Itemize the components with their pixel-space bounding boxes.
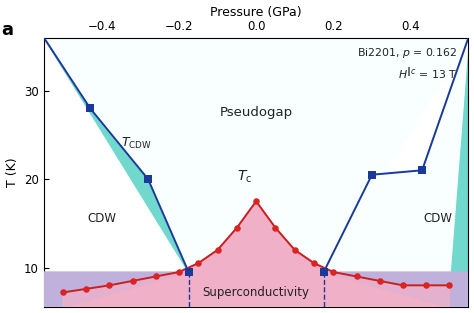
Text: $T_{\rm c}$: $T_{\rm c}$ [237,169,252,185]
Polygon shape [44,38,189,307]
Polygon shape [44,272,189,307]
Text: CDW: CDW [87,213,116,225]
Point [376,278,383,283]
Polygon shape [63,201,449,307]
Point [59,290,67,295]
Point [175,269,183,275]
Point [252,199,260,204]
Polygon shape [63,201,449,307]
Polygon shape [44,38,468,292]
X-axis label: Pressure (GPa): Pressure (GPa) [210,6,302,18]
Text: a: a [1,21,13,39]
Point [329,269,337,275]
Point [86,106,94,111]
Point [272,225,279,230]
Point [353,274,360,279]
Point [310,261,318,266]
Point [214,248,221,253]
Point [422,283,430,288]
Point [320,269,328,275]
Polygon shape [324,272,468,307]
Point [291,248,299,253]
Point [194,261,202,266]
Point [446,283,453,288]
Point [82,286,90,291]
Text: Bi2201, $p$ = 0.162: Bi2201, $p$ = 0.162 [357,46,457,60]
Polygon shape [324,38,468,307]
Text: $T_{\rm CDW}$: $T_{\rm CDW}$ [121,136,152,151]
Point [129,278,137,283]
Text: Superconductivity: Superconductivity [203,286,310,299]
Point [419,168,426,173]
Point [106,283,113,288]
Point [152,274,160,279]
Text: Pseudogap: Pseudogap [219,106,293,119]
Point [233,225,241,230]
Text: $H^{\Vert c}$ = 13 T: $H^{\Vert c}$ = 13 T [398,66,457,83]
Point [399,283,407,288]
Y-axis label: T (K): T (K) [6,158,18,187]
Point [368,172,376,177]
Text: CDW: CDW [423,213,452,225]
Point [185,269,192,275]
Point [144,177,152,182]
